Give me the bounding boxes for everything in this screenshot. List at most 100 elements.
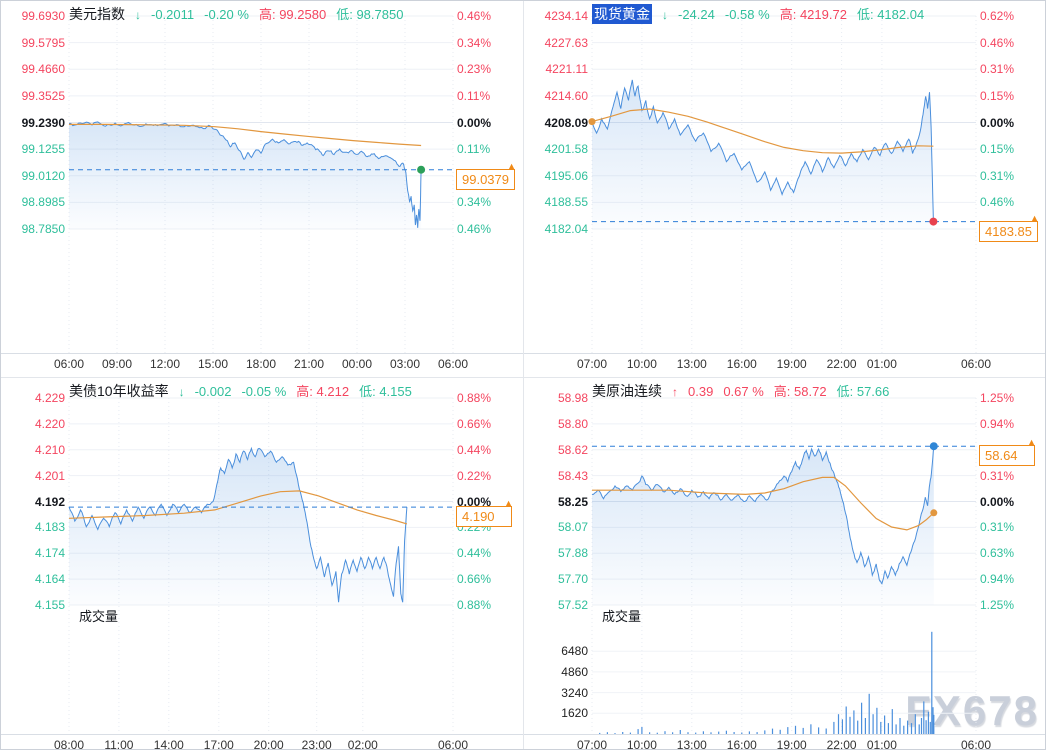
price-axis-label: 58.07 (557, 520, 588, 535)
percent-axis-label: 0.31% (980, 468, 1015, 483)
percent-axis-label: 0.46% (980, 35, 1015, 50)
volume-axis-label: 6480 (561, 644, 588, 659)
time-axis-label: 20:00 (253, 738, 284, 750)
instrument-title[interactable]: 美原油连续 (592, 383, 662, 399)
high-readout: 高: 99.2580 (259, 4, 326, 23)
price-axis-label: 4234.14 (544, 9, 588, 23)
down-arrow-icon: ↓ (135, 8, 141, 22)
time-axis-label: 00:00 (341, 357, 373, 371)
last-price-tag: ▲ 4.190 (456, 498, 513, 528)
price-axis-label: 58.80 (557, 416, 588, 431)
panel-spot-gold[interactable]: 现货黄金 ↓ -24.24 -0.58 % 高: 4219.72 低: 4182… (524, 1, 1045, 378)
usd-index-price-chart[interactable] (1, 1, 523, 359)
price-axis-label: 4.210 (34, 442, 65, 457)
percent-axis: 0.62% 0.46% 0.31% 0.15% 0.00% 0.15% 0.31% 0.46%… (980, 7, 1045, 238)
panel-header: 美债10年收益率 ↓ -0.002 -0.05 % 高: 4.212 低: 4.… (69, 381, 412, 401)
panel-usd-index[interactable]: 美元指数 ↓ -0.2011 -0.20 % 高: 99.2580 低: 98.… (1, 1, 524, 378)
time-axis-label: 14:00 (153, 738, 184, 750)
time-axis: 08:00 11:00 14:00 17:00 20:00 23:00 02:00 06:00 (54, 735, 468, 750)
percent-axis: 0.46%0.34%0.23%0.11%0.00%0.11%0.23%0.34%… (457, 7, 523, 238)
low-value: 57.66 (856, 384, 890, 399)
price-axis-label: 4.220 (34, 416, 65, 431)
time-axis-label: 10:00 (626, 357, 657, 371)
price-axis-label: 58.25 (557, 494, 588, 509)
high-label: 高: (779, 7, 797, 22)
change-value: 0.39 (688, 384, 714, 399)
percent-axis-label: 1.25% (980, 598, 1015, 612)
time-axis-label: 17:00 (203, 738, 234, 750)
price-axis-label: 4.155 (34, 598, 65, 612)
time-axis-label: 16:00 (726, 357, 757, 371)
spot-gold-price-chart[interactable] (524, 1, 1045, 359)
high-value: 4219.72 (799, 7, 847, 22)
price-axis-label: 99.0120 (21, 168, 65, 183)
low-readout: 低: 4.155 (359, 381, 412, 400)
time-axis-label: 16:00 (726, 738, 757, 750)
price-axis-label: 98.7850 (21, 222, 65, 236)
price-axis-label: 58.98 (557, 391, 588, 405)
price-axis: 99.6930 99.5795 99.4660 99.3525 99.2390 99.12… (1, 7, 65, 238)
change-percent: 0.67 % (723, 384, 764, 399)
price-axis-label: 4188.55 (544, 195, 588, 210)
volume-axis-label: 4860 (561, 664, 588, 679)
time-axis: 07:00 10:00 13:00 16:00 19:00 22:00 01:00 06:00 (577, 735, 991, 750)
change-value: -24.24 (678, 7, 715, 22)
time-axis-label: 23:00 (301, 738, 332, 750)
percent-axis-label: 0.46% (457, 9, 492, 23)
price-axis-label: 57.52 (557, 598, 588, 612)
percent-axis-label: 0.88% (457, 598, 492, 612)
percent-axis-label: 0.11% (457, 142, 491, 157)
percent-axis-label: 0.44% (457, 546, 492, 561)
up-arrow-icon: ↑ (672, 385, 678, 399)
instrument-title[interactable]: 美元指数 (69, 6, 125, 22)
time-axis-label: 19:00 (776, 738, 807, 750)
us10y-yield-price-chart[interactable] (1, 378, 523, 739)
price-axis-label: 58.43 (557, 468, 588, 483)
time-axis-label: 09:00 (101, 357, 133, 371)
percent-axis-label: 0.34% (457, 195, 492, 210)
last-price-value: 99.0379 (462, 171, 509, 187)
time-axis-label: 06:00 (960, 738, 992, 750)
percent-axis-label: 0.46% (980, 195, 1015, 210)
low-value: 98.7850 (356, 7, 404, 22)
high-value: 58.72 (794, 384, 827, 399)
panel-us10y-yield[interactable]: 美债10年收益率 ↓ -0.002 -0.05 % 高: 4.212 低: 4.… (1, 378, 524, 750)
volume-axis-label: 3240 (561, 685, 588, 700)
low-readout: 低: 4182.04 (857, 4, 924, 23)
instrument-title[interactable]: 现货黄金 (592, 4, 652, 24)
percent-axis-label: 0.46% (457, 222, 492, 236)
time-axis-label: 06:00 (437, 738, 469, 750)
percent-axis-label: 0.63% (980, 546, 1015, 561)
time-axis: 07:00 10:00 13:00 16:00 19:00 22:00 01:00 06:00 (577, 354, 991, 372)
price-axis-label: 57.70 (557, 572, 588, 587)
change-percent: -0.05 % (241, 384, 287, 399)
price-axis-label: 99.3525 (21, 88, 65, 103)
price-alert-arrow-icon: ▲ (507, 160, 516, 171)
price-axis-label: 4221.11 (545, 62, 589, 77)
low-value: 4.155 (379, 384, 412, 399)
last-price-value: 4.190 (462, 509, 495, 525)
down-arrow-icon: ↓ (178, 385, 185, 399)
volume-axis: 6480 4860 3240 1620 (524, 642, 588, 722)
price-axis-label: 4.201 (34, 468, 65, 483)
price-axis-label: 4.174 (34, 546, 65, 561)
panel-us-crude[interactable]: FX678 美原油连续 ↑ 0.39 0.67 % 高: 58.72 低: 57… (524, 378, 1045, 750)
percent-axis-label: 0.11% (457, 88, 491, 103)
instrument-title[interactable]: 美债10年收益率 (69, 383, 169, 399)
percent-axis-label: 0.00% (980, 115, 1015, 130)
time-axis-label: 13:00 (676, 357, 707, 371)
time-axis-label: 22:00 (826, 738, 857, 750)
percent-axis-label: 0.66% (457, 572, 492, 587)
price-axis-label: 4.192 (34, 494, 65, 509)
time-axis-label: 12:00 (149, 357, 181, 371)
price-axis: 58.98 58.80 58.62 58.43 58.25 58.07 57.88 57.70… (524, 389, 588, 614)
us-crude-price-chart[interactable] (524, 378, 1045, 739)
time-axis: 06:00 09:00 12:00 15:00 18:00 21:00 00:00 03:00… (54, 354, 468, 372)
low-label: 低: (359, 384, 376, 399)
time-axis-label: 21:00 (293, 357, 325, 371)
time-axis-label: 01:00 (866, 357, 897, 371)
last-price-value: 58.64 (985, 448, 1018, 464)
price-alert-arrow-icon: ▲ (1030, 212, 1039, 223)
price-axis-label: 4201.58 (544, 142, 588, 157)
percent-axis-label: 0.31% (980, 168, 1015, 183)
